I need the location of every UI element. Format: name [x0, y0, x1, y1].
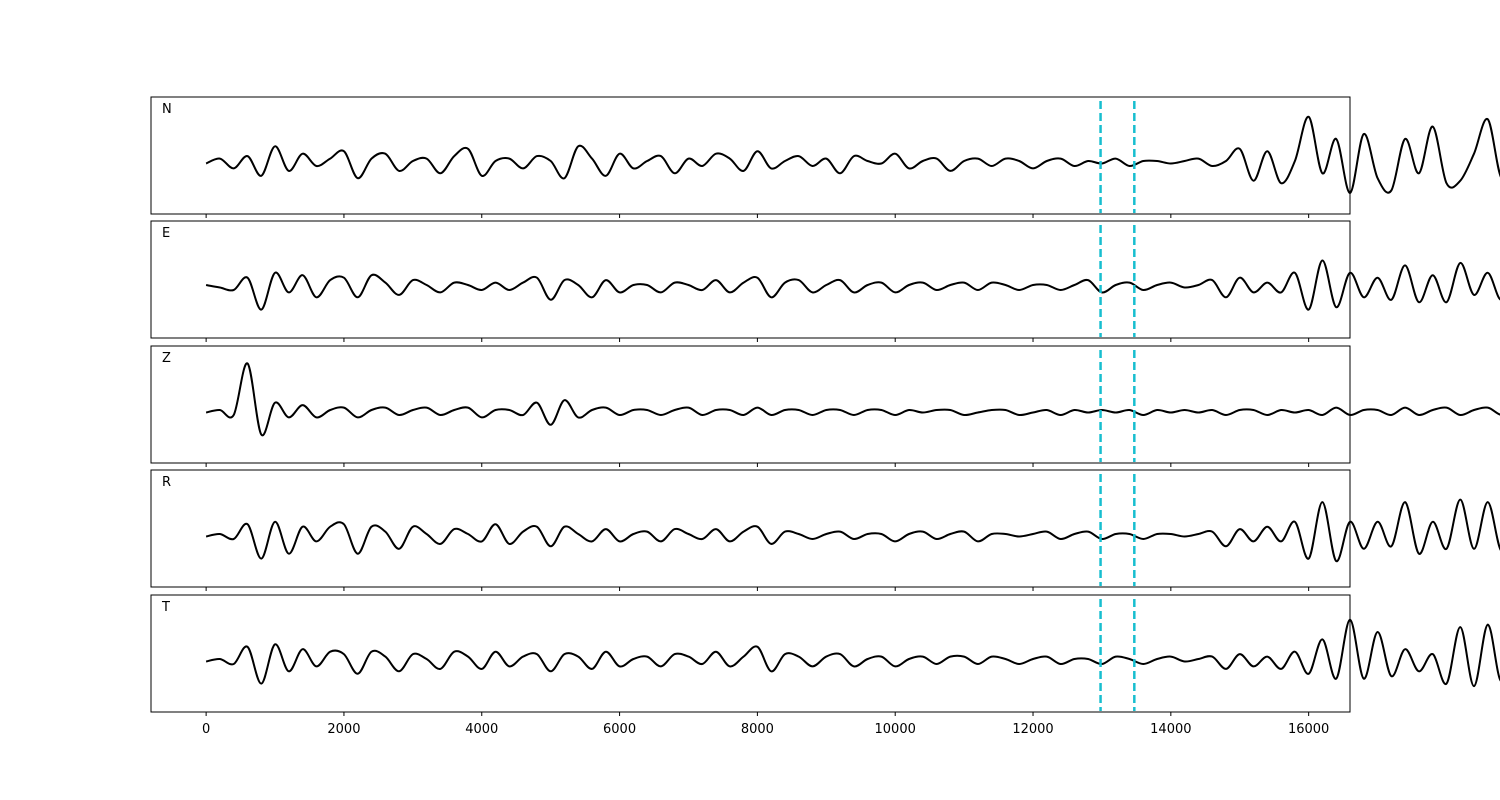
panel-label: T: [161, 600, 170, 615]
trace-line: [205, 259, 1500, 311]
x-tick-label: 6000: [603, 722, 636, 737]
trace-line: [205, 362, 1500, 437]
pick-markers-group: [1099, 101, 1136, 711]
panel-t: T: [150, 594, 1500, 716]
panel-r: R: [150, 469, 1500, 591]
panel-frame: [150, 594, 1351, 713]
x-tick-label: 14000: [1150, 722, 1191, 737]
panel-label: E: [162, 226, 170, 241]
panel-label: Z: [162, 351, 171, 366]
x-tick-label: 12000: [1012, 722, 1053, 737]
x-tick-label: 8000: [741, 722, 774, 737]
x-tick-label: 10000: [875, 722, 916, 737]
trace-line: [205, 498, 1500, 563]
panel-label: R: [162, 475, 171, 490]
panel-e: E: [150, 220, 1500, 342]
x-axis: 0 2000 4000 6000 8000 10000 12000 14000 16000: [202, 722, 1329, 737]
x-tick-label: 2000: [327, 722, 360, 737]
panel-frame: [150, 96, 1351, 215]
panel-z: Z: [150, 345, 1500, 467]
x-tick-label: 4000: [465, 722, 498, 737]
panel-n: N: [150, 96, 1500, 218]
panel-frame: [150, 345, 1351, 464]
panel-label: N: [162, 102, 172, 117]
panels-group: N E Z R T: [150, 96, 1500, 716]
trace-line: [205, 618, 1500, 688]
trace-line: [205, 115, 1500, 195]
x-tick-label: 16000: [1288, 722, 1329, 737]
x-tick-label: 0: [202, 722, 210, 737]
